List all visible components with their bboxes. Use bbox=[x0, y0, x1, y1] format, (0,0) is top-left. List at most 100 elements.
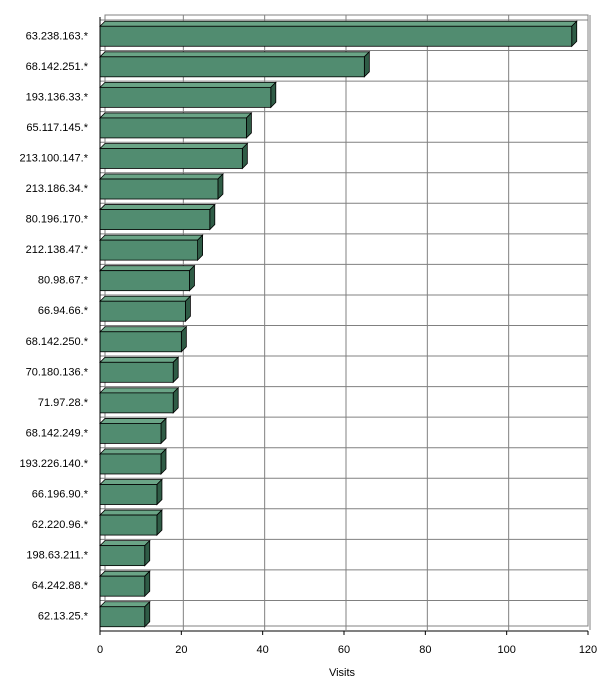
category-label: 62.220.96.* bbox=[32, 519, 89, 531]
category-label: 66.196.90.* bbox=[32, 489, 89, 501]
bar bbox=[99, 173, 224, 200]
bar-front-face bbox=[99, 178, 219, 200]
bar bbox=[99, 20, 578, 48]
category-label: 65.117.145.* bbox=[26, 122, 88, 134]
bar-top-face bbox=[99, 326, 188, 333]
bar-front-face bbox=[99, 514, 158, 536]
bar bbox=[99, 478, 163, 506]
bar bbox=[99, 600, 151, 628]
bar bbox=[99, 111, 253, 139]
x-tick-labels: 0 20 40 60 80 100 120 bbox=[97, 631, 597, 656]
bar bbox=[99, 356, 180, 384]
bar bbox=[99, 448, 167, 475]
bar-top-face bbox=[99, 143, 249, 149]
bar-front-face bbox=[99, 423, 162, 444]
bar-top-face bbox=[99, 387, 180, 394]
bar-top-face bbox=[99, 479, 163, 485]
bar bbox=[99, 417, 167, 445]
bar-top-face bbox=[99, 448, 167, 455]
bar bbox=[99, 386, 180, 414]
bar bbox=[99, 203, 216, 231]
category-label: 68.142.249.* bbox=[26, 427, 89, 439]
bar-side-face bbox=[184, 295, 191, 323]
bar bbox=[99, 509, 163, 537]
bar-side-face bbox=[160, 448, 167, 475]
bar bbox=[99, 295, 192, 323]
category-label: 198.63.211.* bbox=[26, 550, 88, 562]
bar-front-face bbox=[99, 545, 146, 567]
bar-side-face bbox=[363, 50, 370, 78]
bar-side-face bbox=[144, 600, 151, 628]
bar-front-face bbox=[99, 331, 182, 353]
x-tick-label: 100 bbox=[497, 644, 515, 656]
bar-front-face bbox=[99, 209, 211, 230]
category-label: 62.13.25.* bbox=[38, 611, 89, 623]
bar-front-face bbox=[99, 606, 146, 628]
bar-side-face bbox=[172, 386, 179, 414]
category-label: 193.226.140.* bbox=[19, 458, 88, 470]
x-tick-label: 0 bbox=[97, 644, 103, 656]
bar-side-face bbox=[180, 325, 187, 353]
category-label: 212.138.47.* bbox=[26, 244, 89, 256]
bar-side-face bbox=[144, 570, 151, 598]
category-label: 80.196.170.* bbox=[26, 214, 89, 226]
bar-top-face bbox=[99, 204, 216, 210]
bar-side-face bbox=[156, 509, 163, 537]
bar-front-face bbox=[99, 392, 174, 414]
bar-side-face bbox=[144, 539, 151, 567]
bar-top-face bbox=[99, 295, 192, 302]
x-tick-label: 60 bbox=[338, 644, 350, 656]
bar-side-face bbox=[209, 203, 216, 231]
category-label: 66.94.66.* bbox=[38, 305, 89, 317]
bars bbox=[99, 20, 578, 628]
x-tick-label: 40 bbox=[257, 644, 269, 656]
bar bbox=[99, 539, 151, 567]
bar-side-face bbox=[156, 478, 163, 506]
bar-top-face bbox=[99, 265, 196, 272]
bar-front-face bbox=[99, 56, 365, 78]
bar-side-face bbox=[172, 356, 179, 384]
bar-front-face bbox=[99, 361, 174, 383]
bar-top-face bbox=[99, 51, 371, 58]
bar-side-face bbox=[571, 20, 578, 48]
bar bbox=[99, 50, 371, 78]
bar-top-face bbox=[99, 112, 253, 119]
bar-side-face bbox=[270, 81, 277, 109]
bar bbox=[99, 570, 151, 598]
bar-side-face bbox=[217, 173, 224, 200]
bar-side-face bbox=[160, 417, 167, 445]
bar bbox=[99, 264, 196, 292]
bar bbox=[99, 325, 188, 353]
category-label: 71.97.28.* bbox=[38, 397, 89, 409]
bar-front-face bbox=[99, 86, 272, 108]
bar-top-face bbox=[99, 20, 578, 27]
category-label: 80.98.67.* bbox=[38, 275, 89, 287]
bar-top-face bbox=[99, 234, 204, 241]
bar-front-face bbox=[99, 300, 186, 322]
bar-top-face bbox=[99, 81, 277, 88]
bar-side-face bbox=[245, 111, 252, 139]
bar-front-face bbox=[99, 453, 162, 475]
bar-front-face bbox=[99, 270, 190, 292]
bar-front-face bbox=[99, 148, 243, 169]
x-tick-label: 80 bbox=[419, 644, 431, 656]
category-label: 70.180.136.* bbox=[26, 366, 89, 378]
bar-front-face bbox=[99, 239, 198, 261]
bar-top-face bbox=[99, 570, 151, 577]
bar-top-face bbox=[99, 173, 224, 180]
category-label: 64.242.88.* bbox=[32, 580, 89, 592]
bar-side-face bbox=[189, 264, 195, 292]
category-label: 68.142.251.* bbox=[26, 61, 89, 73]
bar-front-face bbox=[99, 484, 158, 505]
bar-front-face bbox=[99, 117, 247, 139]
category-label: 68.142.250.* bbox=[26, 336, 89, 348]
category-label: 193.136.33.* bbox=[26, 91, 89, 103]
bar-top-face bbox=[99, 601, 151, 608]
x-tick-label: 120 bbox=[579, 644, 597, 656]
category-label: 213.186.34.* bbox=[26, 183, 89, 195]
bar-top-face bbox=[99, 509, 163, 516]
category-label: 63.238.163.* bbox=[26, 30, 89, 42]
category-labels: 63.238.163.* 68.142.251.* 193.136.33.* 65.1… bbox=[19, 30, 88, 622]
